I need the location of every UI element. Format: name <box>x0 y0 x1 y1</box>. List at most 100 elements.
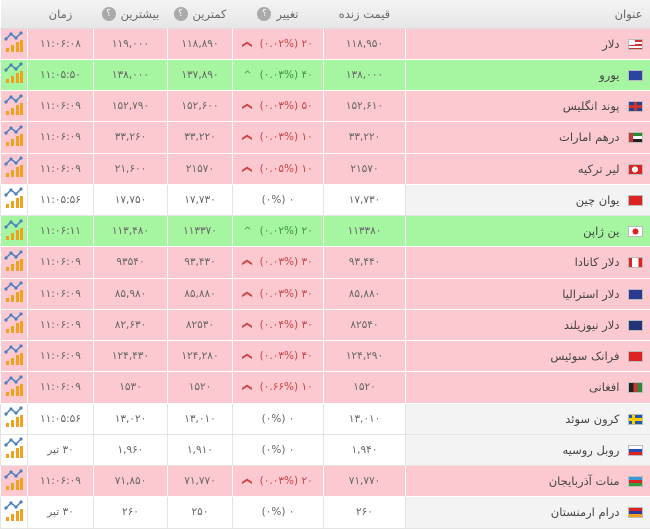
chart-icon[interactable] <box>4 125 24 147</box>
currency-name[interactable]: درهم امارات <box>559 130 619 144</box>
currency-name-cell[interactable]: درهم امارات <box>406 122 650 153</box>
chart-link[interactable] <box>1 341 28 372</box>
flag-ru-icon <box>628 445 643 456</box>
currency-name-cell[interactable]: روبل روسیه <box>406 434 650 465</box>
help-icon[interactable]: ؟ <box>174 7 188 21</box>
chart-icon[interactable] <box>4 437 24 459</box>
currency-name-cell[interactable]: افغانی <box>406 372 650 403</box>
currency-name[interactable]: یورو <box>599 68 619 82</box>
max-price: ۱۱۳,۴۸۰ <box>94 216 168 247</box>
table-row[interactable]: یوان چین ۱۷,۷۳۰ ۰ (۰%) ۱۷,۷۳۰ ۱۷,۷۵۰ ۱۱:… <box>1 184 650 215</box>
currency-name[interactable]: دلار استرالیا <box>562 287 619 301</box>
chart-icon[interactable] <box>4 312 24 334</box>
chart-link[interactable] <box>1 309 28 340</box>
chart-link[interactable] <box>1 434 28 465</box>
chart-link[interactable] <box>1 59 28 90</box>
arrow-down-icon: ❯ <box>242 259 253 267</box>
table-row[interactable]: درهم امارات ۳۳,۲۲۰ ۱۰ (۰.۰۳%)❯ ۳۳,۲۲۰ ۳۳… <box>1 122 650 153</box>
table-row[interactable]: پوند انگلیس ۱۵۲,۶۱۰ ۵۰ (۰.۰۳%)❯ ۱۵۲,۶۰۰ … <box>1 91 650 122</box>
help-icon[interactable]: ؟ <box>257 7 271 21</box>
currency-name[interactable]: روبل روسیه <box>562 443 619 457</box>
chart-link[interactable] <box>1 497 28 528</box>
change-value: ۰ (۰%) <box>262 413 295 425</box>
chart-link[interactable] <box>1 216 28 247</box>
chart-link[interactable] <box>1 466 28 497</box>
chart-link[interactable] <box>1 91 28 122</box>
table-row[interactable]: دلار ۱۱۸,۹۵۰ ۲۰ (۰.۰۲%)❯ ۱۱۸,۸۹۰ ۱۱۹,۰۰۰… <box>1 28 650 59</box>
chart-icon[interactable] <box>4 344 24 366</box>
currency-name-cell[interactable]: دلار <box>406 28 650 59</box>
currency-name-cell[interactable]: یورو <box>406 59 650 90</box>
currency-name[interactable]: لیر ترکیه <box>578 162 620 176</box>
chart-icon[interactable] <box>4 281 24 303</box>
chart-icon[interactable] <box>4 94 24 116</box>
update-time: ۱۱:۰۶:۰۹ <box>28 153 94 184</box>
chart-icon[interactable] <box>4 219 24 241</box>
currency-name-cell[interactable]: فرانک سوئیس <box>406 341 650 372</box>
table-row[interactable]: دلار کانادا ۹۳,۴۴۰ ۳۰ (۰.۰۳%)❯ ۹۳,۴۳۰ ۹۳… <box>1 247 650 278</box>
max-price: ۲۱,۶۰۰ <box>94 153 168 184</box>
help-icon[interactable]: ؟ <box>102 7 116 21</box>
currency-name[interactable]: درام ارمنستان <box>551 505 620 519</box>
chart-link[interactable] <box>1 28 28 59</box>
currency-name-cell[interactable]: منات آذربایجان <box>406 466 650 497</box>
chart-link[interactable] <box>1 403 28 434</box>
currency-name-cell[interactable]: درام ارمنستان <box>406 497 650 528</box>
table-row[interactable]: درام ارمنستان ۲۶۰ ۰ (۰%) ۲۵۰ ۲۶۰ ۳۰ تیر <box>1 497 650 528</box>
currency-name[interactable]: ین ژاپن <box>583 224 619 238</box>
chart-icon[interactable] <box>4 156 24 178</box>
change-cell: ۳۰ (۰.۰۴%)❯ <box>233 309 324 340</box>
table-row[interactable]: دلار استرالیا ۸۵,۸۸۰ ۳۰ (۰.۰۳%)❯ ۸۵,۸۸۰ … <box>1 278 650 309</box>
chart-icon[interactable] <box>4 187 24 209</box>
update-time: ۱۱:۰۶:۰۹ <box>28 247 94 278</box>
chart-link[interactable] <box>1 153 28 184</box>
table-row[interactable]: افغانی ۱۵۲۰ ۱۰ (۰.۶۶%)❯ ۱۵۲۰ ۱۵۳۰ ۱۱:۰۶:… <box>1 372 650 403</box>
chart-icon[interactable] <box>4 62 24 84</box>
currency-name[interactable]: کرون سوئد <box>565 412 619 426</box>
currency-name[interactable]: یوان چین <box>576 193 620 207</box>
chart-link[interactable] <box>1 372 28 403</box>
currency-name[interactable]: فرانک سوئیس <box>550 349 619 363</box>
chart-icon[interactable] <box>4 406 24 428</box>
chart-link[interactable] <box>1 278 28 309</box>
table-row[interactable]: فرانک سوئیس ۱۲۴,۲۹۰ ۴۰ (۰.۰۳%)❯ ۱۲۴,۲۸۰ … <box>1 341 650 372</box>
table-row[interactable]: دلار نیوزیلند ۸۲۵۴۰ ۳۰ (۰.۰۴%)❯ ۸۲۵۳۰ ۸۲… <box>1 309 650 340</box>
chart-icon[interactable] <box>4 469 24 491</box>
currency-name-cell[interactable]: پوند انگلیس <box>406 91 650 122</box>
table-row[interactable]: کرون سوئد ۱۳,۰۱۰ ۰ (۰%) ۱۳,۰۱۰ ۱۳,۰۲۰ ۱۱… <box>1 403 650 434</box>
arrow-down-icon: ❯ <box>242 477 253 485</box>
chart-icon[interactable] <box>4 375 24 397</box>
currency-name-cell[interactable]: دلار نیوزیلند <box>406 309 650 340</box>
chart-icon[interactable] <box>4 31 24 53</box>
min-price: ۱۱۳۳۷۰ <box>168 216 233 247</box>
table-row[interactable]: یورو ۱۳۸,۰۰۰ ۴۰ (۰.۰۳%)^ ۱۳۷,۸۹۰ ۱۳۸,۰۰۰… <box>1 59 650 90</box>
currency-name[interactable]: دلار <box>602 37 619 51</box>
chart-link[interactable] <box>1 184 28 215</box>
change-value: ۱۰ (۰.۰۳%) <box>260 131 313 143</box>
chart-icon[interactable] <box>4 250 24 272</box>
chart-link[interactable] <box>1 122 28 153</box>
currency-name-cell[interactable]: لیر ترکیه <box>406 153 650 184</box>
currency-name[interactable]: دلار کانادا <box>575 255 620 269</box>
currency-name[interactable]: دلار نیوزیلند <box>564 318 620 332</box>
change-value: ۲۰ (۰.۰۳%) <box>260 475 313 487</box>
currency-name-cell[interactable]: دلار استرالیا <box>406 278 650 309</box>
live-price: ۱,۹۴۰ <box>324 434 406 465</box>
chart-link[interactable] <box>1 247 28 278</box>
table-row[interactable]: ین ژاپن ۱۱۳۳۸۰ ۲۰ (۰.۰۲%)^ ۱۱۳۳۷۰ ۱۱۳,۴۸… <box>1 216 650 247</box>
currency-name-cell[interactable]: ین ژاپن <box>406 216 650 247</box>
currency-name[interactable]: افغانی <box>589 380 620 394</box>
currency-name[interactable]: منات آذربایجان <box>549 474 620 488</box>
flag-cn-icon <box>628 195 643 206</box>
currency-name-cell[interactable]: کرون سوئد <box>406 403 650 434</box>
currency-name-cell[interactable]: دلار کانادا <box>406 247 650 278</box>
table-row[interactable]: منات آذربایجان ۷۱,۷۷۰ ۲۰ (۰.۰۳%)❯ ۷۱,۷۷۰… <box>1 466 650 497</box>
currency-name[interactable]: پوند انگلیس <box>563 99 620 113</box>
table-row[interactable]: روبل روسیه ۱,۹۴۰ ۰ (۰%) ۱,۹۱۰ ۱,۹۶۰ ۳۰ ت… <box>1 434 650 465</box>
currency-name-cell[interactable]: یوان چین <box>406 184 650 215</box>
chart-icon[interactable] <box>4 500 24 522</box>
header-title: عنوان <box>406 0 650 28</box>
update-time: ۱۱:۰۶:۰۸ <box>28 28 94 59</box>
arrow-up-icon: ^ <box>243 70 251 81</box>
table-row[interactable]: لیر ترکیه ۲۱۵۷۰ ۱۰ (۰.۰۵%)❯ ۲۱۵۷۰ ۲۱,۶۰۰… <box>1 153 650 184</box>
